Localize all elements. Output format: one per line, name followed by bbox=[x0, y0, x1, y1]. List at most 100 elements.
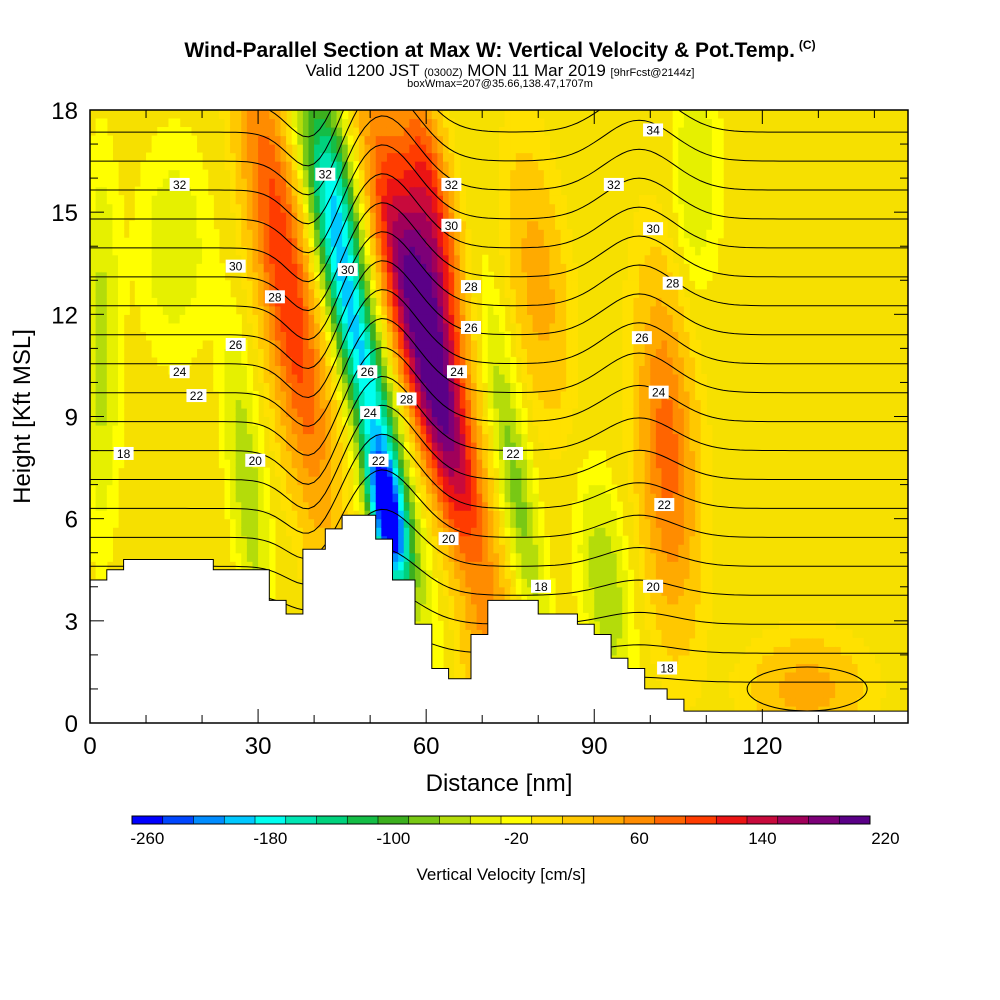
velocity-cell bbox=[101, 229, 108, 239]
velocity-cell bbox=[515, 203, 523, 213]
velocity-cell bbox=[521, 110, 528, 120]
velocity-cell bbox=[381, 229, 388, 239]
velocity-cell bbox=[336, 416, 343, 426]
velocity-cell bbox=[571, 501, 579, 511]
velocity-cell bbox=[151, 144, 158, 154]
velocity-cell bbox=[667, 612, 674, 622]
velocity-cell bbox=[437, 552, 444, 562]
velocity-cell bbox=[420, 144, 427, 154]
velocity-cell bbox=[515, 212, 523, 222]
velocity-cell bbox=[409, 118, 416, 128]
velocity-cell bbox=[325, 305, 332, 315]
velocity-cell bbox=[448, 161, 455, 171]
velocity-cell bbox=[560, 305, 567, 315]
velocity-cell bbox=[515, 263, 523, 273]
velocity-cell bbox=[543, 305, 551, 315]
velocity-cell bbox=[314, 390, 321, 401]
velocity-cell bbox=[538, 246, 545, 256]
velocity-cell bbox=[398, 501, 405, 511]
velocity-cell bbox=[409, 382, 416, 392]
velocity-cell bbox=[499, 493, 506, 503]
velocity-cell bbox=[504, 586, 511, 596]
velocity-cell bbox=[633, 280, 640, 290]
velocity-cell bbox=[364, 459, 371, 469]
velocity-cell bbox=[409, 348, 416, 358]
velocity-cell bbox=[157, 135, 164, 145]
velocity-cell bbox=[235, 127, 242, 137]
velocity-cell bbox=[213, 365, 220, 375]
velocity-cell bbox=[487, 450, 494, 460]
velocity-cell bbox=[414, 407, 422, 418]
velocity-cell bbox=[286, 271, 293, 281]
velocity-cell bbox=[274, 365, 282, 375]
velocity-cell bbox=[196, 195, 203, 205]
velocity-cell bbox=[364, 331, 371, 341]
velocity-cell bbox=[616, 527, 623, 537]
velocity-cell bbox=[398, 280, 405, 290]
velocity-cell bbox=[661, 314, 668, 324]
velocity-cell bbox=[95, 161, 102, 171]
velocity-cell bbox=[174, 348, 181, 358]
velocity-cell bbox=[605, 629, 612, 639]
velocity-cell bbox=[252, 476, 259, 486]
velocity-cell bbox=[409, 152, 416, 162]
velocity-cell bbox=[314, 305, 321, 315]
velocity-cell bbox=[420, 339, 427, 349]
velocity-cell bbox=[442, 288, 450, 298]
velocity-cell bbox=[162, 348, 170, 358]
velocity-cell bbox=[297, 416, 304, 426]
velocity-cell bbox=[409, 356, 416, 367]
velocity-cell bbox=[403, 331, 410, 341]
velocity-cell bbox=[347, 382, 354, 392]
velocity-cell bbox=[269, 178, 276, 188]
velocity-cell bbox=[280, 178, 287, 188]
velocity-cell bbox=[594, 476, 601, 486]
velocity-cell bbox=[655, 544, 663, 554]
velocity-cell bbox=[403, 527, 410, 537]
velocity-cell bbox=[644, 399, 651, 409]
velocity-cell bbox=[448, 476, 455, 486]
velocity-cell bbox=[190, 220, 198, 230]
velocity-cell bbox=[655, 416, 663, 426]
velocity-cell bbox=[583, 510, 590, 520]
velocity-cell bbox=[644, 433, 651, 443]
velocity-cell bbox=[269, 407, 276, 418]
velocity-cell bbox=[644, 501, 651, 511]
velocity-cell bbox=[409, 484, 416, 494]
velocity-cell bbox=[101, 135, 108, 145]
velocity-cell bbox=[549, 382, 556, 392]
velocity-cell bbox=[431, 178, 438, 188]
velocity-cell bbox=[353, 382, 360, 392]
velocity-cell bbox=[538, 195, 545, 205]
velocity-cell bbox=[515, 390, 523, 401]
velocity-cell bbox=[639, 518, 646, 528]
velocity-cell bbox=[241, 178, 248, 188]
velocity-cell bbox=[325, 518, 332, 528]
velocity-cell bbox=[146, 237, 153, 247]
velocity-cell bbox=[633, 637, 640, 647]
velocity-cell bbox=[319, 348, 326, 358]
velocity-cell bbox=[263, 152, 270, 162]
velocity-cell bbox=[678, 450, 685, 460]
velocity-cell bbox=[437, 425, 444, 435]
velocity-cell bbox=[386, 425, 394, 435]
velocity-cell bbox=[667, 390, 674, 401]
velocity-cell bbox=[403, 314, 410, 324]
velocity-cell bbox=[476, 399, 483, 409]
velocity-cell bbox=[252, 271, 259, 281]
velocity-cell bbox=[101, 280, 108, 290]
velocity-cell bbox=[347, 288, 354, 298]
velocity-cell bbox=[118, 399, 125, 409]
velocity-cell bbox=[470, 339, 478, 349]
velocity-cell bbox=[246, 552, 254, 562]
velocity-cell bbox=[90, 535, 97, 545]
velocity-cell bbox=[426, 407, 433, 418]
velocity-cell bbox=[263, 161, 270, 171]
velocity-cell bbox=[454, 382, 461, 392]
velocity-cell bbox=[661, 254, 668, 264]
velocity-cell bbox=[627, 425, 635, 435]
velocity-cell bbox=[627, 442, 635, 452]
velocity-cell bbox=[286, 425, 293, 435]
velocity-cell bbox=[650, 535, 657, 545]
velocity-cell bbox=[241, 535, 248, 545]
